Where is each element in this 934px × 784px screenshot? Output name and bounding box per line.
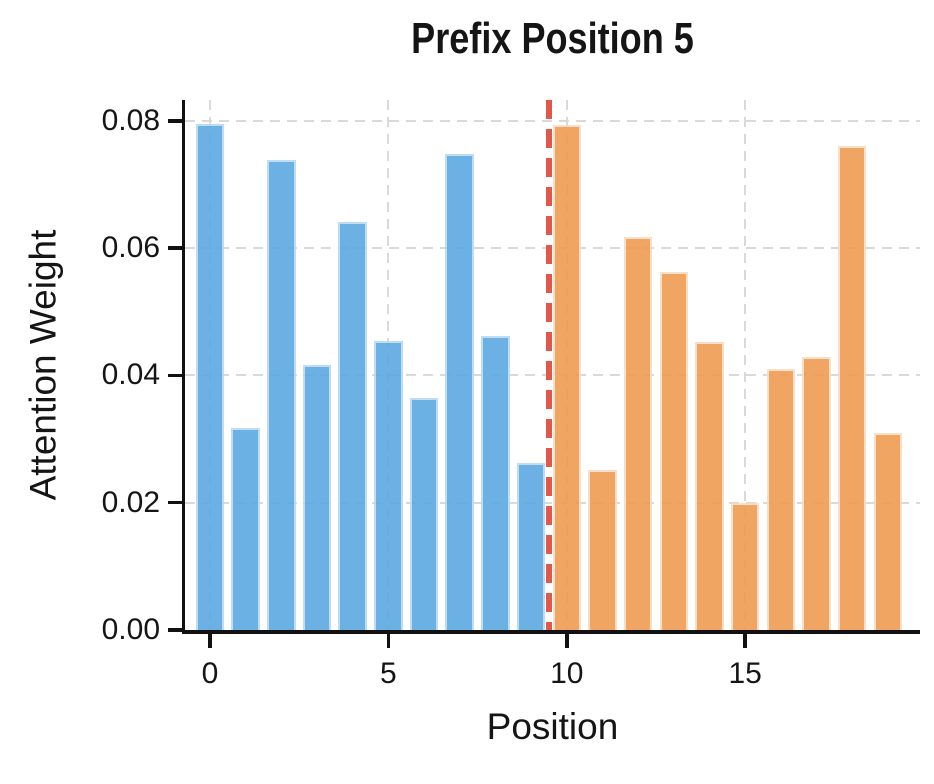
x-tick [565, 633, 569, 648]
bar-position-6 [409, 397, 439, 630]
bar-position-13 [659, 272, 689, 630]
x-tick-label: 0 [201, 657, 219, 690]
x-tick-label: 10 [550, 657, 584, 690]
bar-position-14 [695, 341, 724, 630]
bar-position-5 [374, 341, 403, 630]
x-tick [743, 633, 747, 648]
y-tick-label: 0.04 [101, 358, 160, 392]
y-tick [167, 500, 182, 505]
x-tick-label: 15 [728, 657, 762, 690]
y-tick [167, 246, 182, 250]
prefix-divider-line [545, 100, 552, 630]
bar-position-1 [231, 428, 260, 630]
y-tick [167, 628, 182, 632]
bar-position-18 [837, 145, 867, 630]
x-tick-label: 5 [380, 657, 397, 690]
y-tick [167, 119, 182, 123]
bar-position-4 [338, 222, 367, 630]
bar-position-7 [445, 154, 474, 630]
chart-title: Prefix Position 5 [411, 14, 694, 63]
bar-position-19 [873, 433, 903, 630]
x-tick [386, 633, 391, 648]
bar-position-9 [516, 462, 546, 630]
bar-position-15 [730, 502, 760, 630]
bar-position-2 [267, 159, 296, 630]
y-tick-label: 0.02 [101, 485, 160, 519]
bar-position-16 [766, 369, 796, 630]
bar-position-17 [802, 357, 831, 630]
bar-position-11 [588, 470, 617, 630]
bar-position-12 [623, 237, 653, 630]
vertical-gridline [744, 100, 747, 630]
y-tick-label: 0.06 [101, 231, 160, 265]
x-axis-label: Position [486, 706, 619, 747]
x-tick [208, 633, 212, 648]
bar-position-0 [195, 123, 225, 630]
y-tick-label: 0.08 [101, 103, 160, 137]
y-tick-label: 0.00 [101, 613, 160, 646]
left-spine [181, 100, 185, 634]
horizontal-gridline [185, 119, 920, 122]
bar-position-8 [481, 336, 510, 630]
bar-position-10 [552, 124, 582, 630]
y-tick [167, 373, 182, 378]
bar-position-3 [302, 365, 332, 630]
bottom-spine [181, 630, 920, 634]
